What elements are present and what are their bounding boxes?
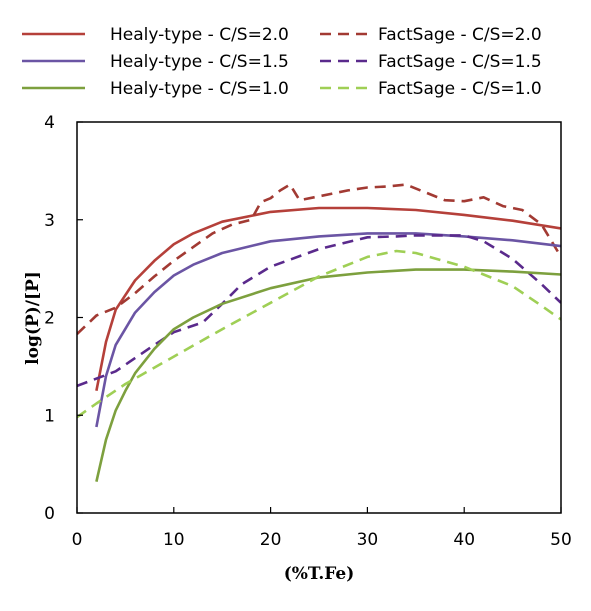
legend-label-3: FactSage - C/S=1.5 xyxy=(378,52,542,72)
legend: Healy-type - C/S=2.0 FactSage - C/S=2.0 He… xyxy=(22,25,542,99)
y-tick-label: 0 xyxy=(44,504,55,524)
plot-area-frame xyxy=(76,121,562,514)
x-tick-label: 40 xyxy=(453,530,475,550)
series-line-5 xyxy=(77,249,561,419)
series-line-1 xyxy=(77,183,561,336)
legend-label-0: Healy-type - C/S=2.0 xyxy=(110,25,289,45)
x-tick-label: 0 xyxy=(72,530,83,550)
x-ticks: 0 10 20 30 40 50 xyxy=(72,507,572,550)
legend-label-2: Healy-type - C/S=1.5 xyxy=(110,52,289,72)
x-tick-label: 10 xyxy=(163,530,185,550)
y-tick-label: 3 xyxy=(44,211,55,231)
y-tick-label: 4 xyxy=(44,113,55,133)
series-line-0 xyxy=(95,206,561,392)
y-ticks: 0 1 2 3 4 xyxy=(44,113,83,524)
legend-label-1: FactSage - C/S=2.0 xyxy=(378,25,542,45)
y-tick-label: 1 xyxy=(44,406,55,426)
series-line-3 xyxy=(77,234,561,388)
x-tick-label: 20 xyxy=(260,530,282,550)
x-axis-title: (%T.Fe) xyxy=(284,564,355,584)
series-line-2 xyxy=(95,232,561,428)
legend-label-5: FactSage - C/S=1.0 xyxy=(378,79,542,99)
y-axis-title: log(P)/[P] xyxy=(23,271,43,365)
series-line-4 xyxy=(95,268,561,482)
y-tick-label: 2 xyxy=(44,309,55,329)
axes xyxy=(76,121,562,514)
series-layer xyxy=(77,183,561,482)
x-tick-label: 30 xyxy=(357,530,379,550)
x-tick-label: 50 xyxy=(550,530,572,550)
legend-label-4: Healy-type - C/S=1.0 xyxy=(110,79,289,99)
